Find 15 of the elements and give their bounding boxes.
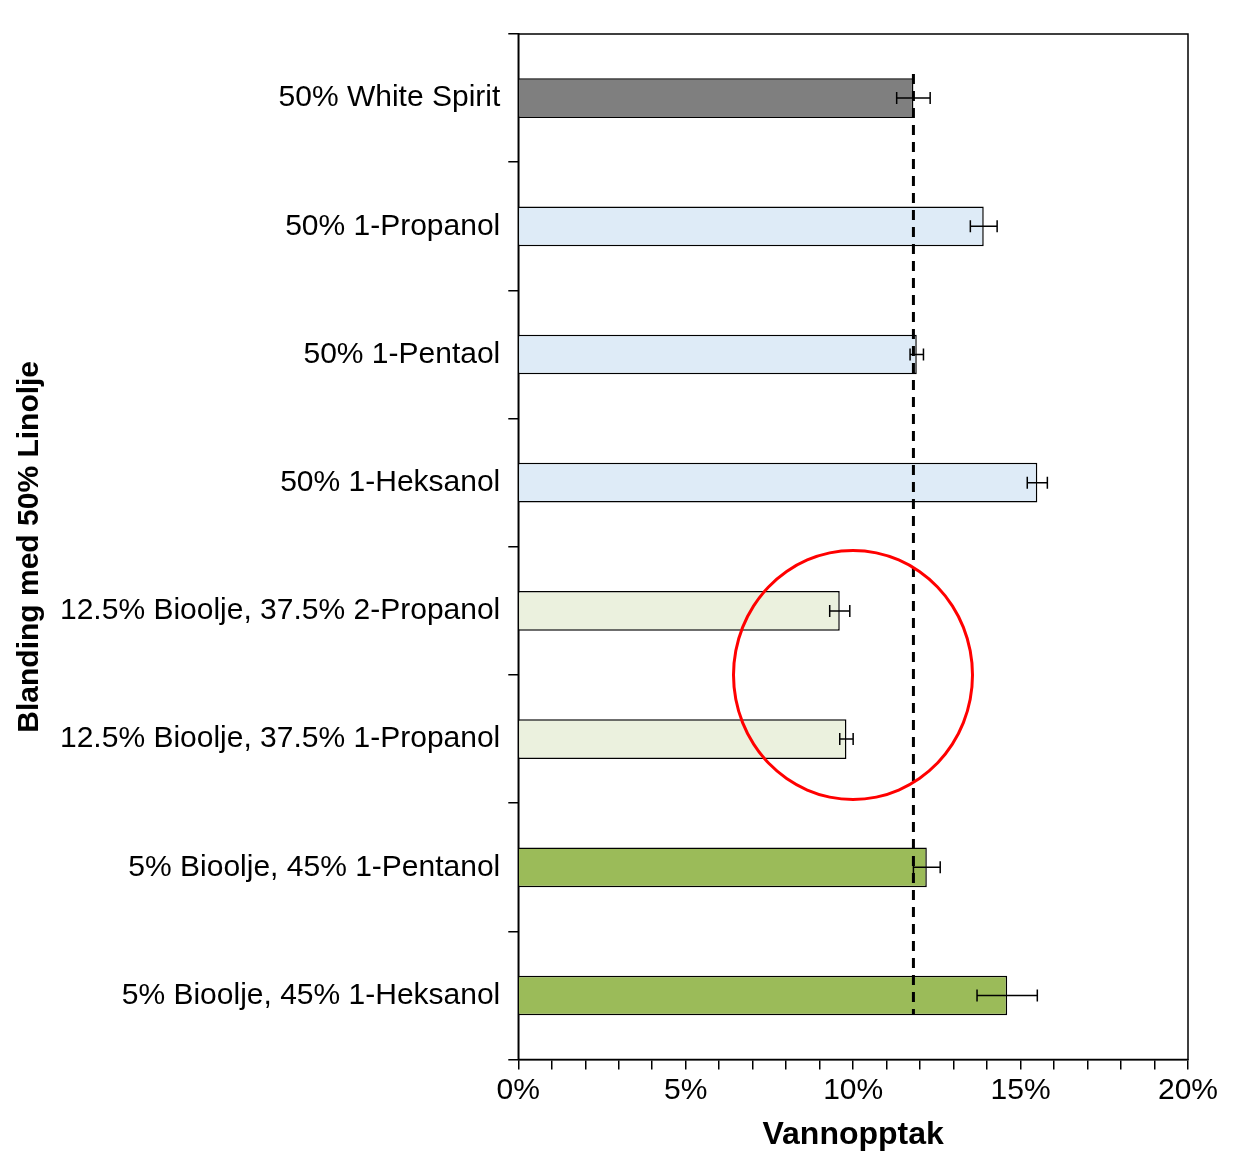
- x-tick-label: 15%: [990, 1071, 1051, 1105]
- x-tick-label: 5%: [664, 1071, 708, 1105]
- y-tick-label: 5% Bioolje, 45% 1-Pentanol: [128, 848, 501, 882]
- y-tick-label: 5% Bioolje, 45% 1-Heksanol: [121, 976, 501, 1010]
- y-tick-label: 50% 1-Pentaol: [303, 335, 501, 369]
- y-axis-title: Blanding med 50% Linolje: [11, 360, 45, 733]
- y-tick-label: 50% White Spirit: [278, 79, 501, 113]
- x-tick-label: 0%: [496, 1071, 540, 1105]
- x-axis-title: Vannopptak: [762, 1114, 945, 1151]
- y-tick-label: 12.5% Bioolje, 37.5% 1-Propanol: [59, 720, 501, 754]
- y-tick-label: 12.5% Bioolje, 37.5% 2-Propanol: [59, 592, 501, 626]
- y-tick-label: 50% 1-Propanol: [285, 207, 501, 241]
- x-tick-label: 20%: [1157, 1071, 1219, 1105]
- y-tick-label: 50% 1-Heksanol: [280, 463, 501, 497]
- x-tick-label: 10%: [823, 1071, 884, 1105]
